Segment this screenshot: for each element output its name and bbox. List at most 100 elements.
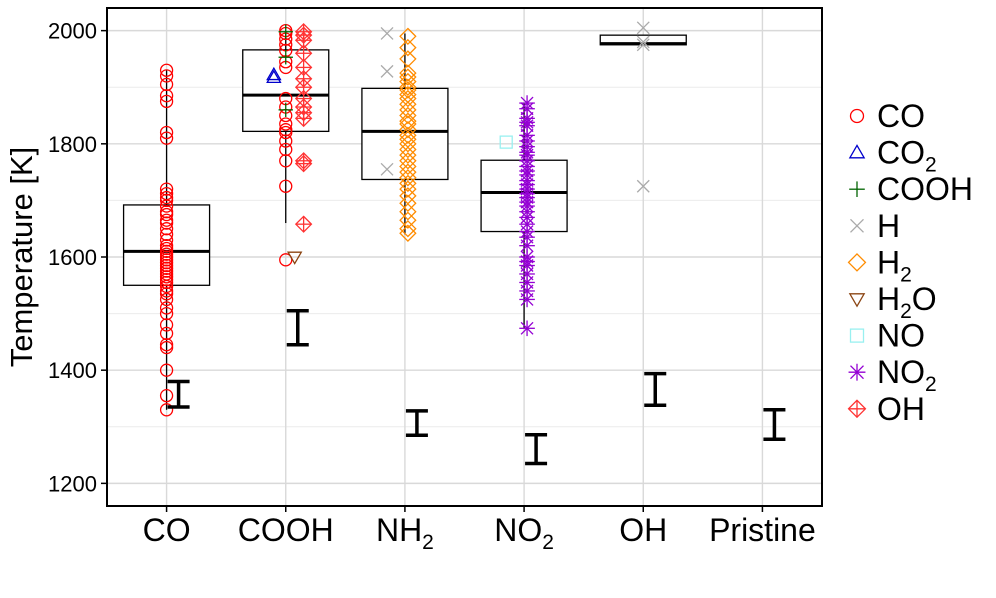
data-point-co xyxy=(159,89,174,103)
data-point-h2 xyxy=(399,219,417,238)
x-tick-label: NH2 xyxy=(376,512,434,554)
legend-label: NO xyxy=(877,318,925,354)
data-point-co xyxy=(159,193,174,208)
data-point-co xyxy=(159,182,174,196)
data-point-h2 xyxy=(399,112,417,130)
error-bar xyxy=(763,408,786,441)
data-point-h2 xyxy=(399,95,417,113)
data-point-h2 xyxy=(399,64,417,82)
error-bar xyxy=(167,379,190,409)
data-point-co xyxy=(279,179,293,193)
x-tick-label-subscript: 2 xyxy=(542,531,554,554)
legend-label: OH xyxy=(877,391,925,427)
data-point-h2 xyxy=(399,135,417,153)
data-point-co xyxy=(159,77,174,92)
legend-item: CO2 xyxy=(848,135,937,177)
data-point-co xyxy=(159,306,174,321)
data-point-oh xyxy=(294,109,313,128)
triangle-up-icon xyxy=(848,144,866,159)
legend-item: H xyxy=(850,208,900,244)
legend-item: H2 xyxy=(847,244,912,286)
legend-label: COOH xyxy=(877,171,973,207)
data-point-h2 xyxy=(399,140,417,159)
circle-icon xyxy=(849,108,865,124)
square-icon xyxy=(849,328,865,343)
y-tick-label: 1800 xyxy=(48,132,97,157)
data-point-co xyxy=(159,340,174,355)
data-point-co xyxy=(159,292,174,307)
data-point-h2 xyxy=(399,174,417,193)
data-point-no2 xyxy=(519,291,535,308)
data-point-h2 xyxy=(399,78,417,96)
x-tick-label-base: NH xyxy=(376,512,422,548)
data-point-co xyxy=(159,222,174,236)
data-point-co xyxy=(279,142,293,157)
x-tick-label: Pristine xyxy=(709,512,816,548)
data-point-cooh xyxy=(278,50,293,65)
legend-label: CO xyxy=(877,98,925,134)
legend-item: H2O xyxy=(848,281,937,323)
asterisk-icon xyxy=(848,363,866,381)
data-point-h xyxy=(636,179,650,193)
data-point-h2 xyxy=(399,163,417,181)
data-point-co xyxy=(159,388,174,403)
data-point-h2 xyxy=(399,27,417,46)
data-point-co xyxy=(279,134,293,148)
legend-item: OH xyxy=(847,391,925,427)
data-point-h2 xyxy=(399,81,417,99)
legend-label: H xyxy=(877,208,900,244)
plus-icon xyxy=(849,181,865,197)
legend-item: NO2 xyxy=(848,354,937,396)
y-tick-label: 1200 xyxy=(48,471,97,496)
scatter-layer xyxy=(159,21,650,417)
cross-icon xyxy=(850,218,864,233)
data-point-h2 xyxy=(399,72,417,91)
y-tick-label: 1400 xyxy=(48,358,97,383)
error-bar xyxy=(405,409,428,438)
data-point-co2 xyxy=(266,66,282,81)
data-point-no2 xyxy=(519,237,535,254)
data-point-h2 xyxy=(399,194,417,212)
data-point-h2 xyxy=(399,126,417,145)
data-point-h2 xyxy=(399,38,417,57)
y-tick-label: 1600 xyxy=(48,245,97,270)
data-point-co xyxy=(159,318,174,332)
data-point-co xyxy=(159,279,174,294)
data-point-co xyxy=(159,207,174,222)
data-point-h2 xyxy=(399,157,417,176)
data-point-cooh xyxy=(278,24,293,39)
legend-item: NO xyxy=(849,318,925,354)
data-point-co xyxy=(159,125,174,140)
data-point-co xyxy=(279,253,293,267)
x-tick-label-subscript: 2 xyxy=(422,531,434,554)
legend-label: H2 xyxy=(877,244,912,286)
data-point-h xyxy=(636,35,650,49)
x-tick-label: OH xyxy=(619,512,667,548)
x-tick-label-base: OH xyxy=(619,512,667,548)
data-point-no xyxy=(499,135,513,149)
data-point-co xyxy=(159,216,174,230)
data-point-cooh xyxy=(278,102,293,118)
data-point-h2 xyxy=(399,50,417,68)
data-point-co xyxy=(159,199,174,213)
data-point-co xyxy=(279,154,293,168)
data-point-h xyxy=(380,64,394,78)
grid-lines xyxy=(107,8,822,506)
data-point-h2 xyxy=(399,180,417,198)
data-point-co xyxy=(159,69,174,83)
data-point-h2 xyxy=(399,152,417,170)
crossed-diamond-icon xyxy=(847,399,867,419)
x-tick-label: NO2 xyxy=(494,512,554,554)
x-tick-label: CO xyxy=(143,512,191,548)
data-point-h xyxy=(380,27,394,40)
data-point-no2 xyxy=(519,320,535,337)
error-bar xyxy=(644,371,667,408)
data-point-co xyxy=(159,326,174,341)
error-bar xyxy=(286,309,309,347)
data-point-co xyxy=(159,131,174,145)
error-bar xyxy=(525,432,548,466)
data-point-oh xyxy=(294,154,313,173)
x-tick-label-base: NO xyxy=(494,512,542,548)
data-point-co xyxy=(159,301,174,315)
